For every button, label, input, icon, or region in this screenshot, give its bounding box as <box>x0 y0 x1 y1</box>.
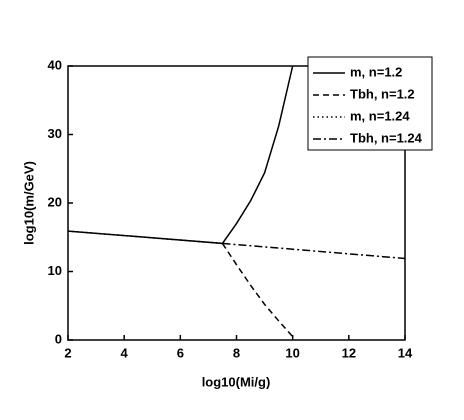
y-tick-label: 0 <box>55 331 62 346</box>
x-tick-label: 6 <box>177 345 184 360</box>
x-tick-label: 10 <box>285 345 299 360</box>
series-line <box>67 65 294 245</box>
x-axis-label: log10(Mi/g) <box>202 374 271 389</box>
y-tick-label: 30 <box>48 126 62 141</box>
legend-label: m, n=1.2 <box>350 64 402 79</box>
series-line <box>221 243 294 338</box>
y-tick-label: 10 <box>48 263 62 278</box>
legend-label: m, n=1.24 <box>350 108 410 123</box>
x-tick-label: 4 <box>121 345 129 360</box>
y-axis-label: log10(m/GeV) <box>21 161 36 245</box>
series-line <box>222 242 406 260</box>
legend-label: Tbh, n=1.2 <box>350 86 415 101</box>
y-tick-label: 20 <box>48 194 62 209</box>
y-tick-label: 40 <box>48 57 62 72</box>
x-tick-label: 2 <box>64 345 71 360</box>
x-tick-label: 14 <box>398 345 413 360</box>
legend-label: Tbh, n=1.24 <box>350 130 423 145</box>
x-tick-label: 8 <box>233 345 240 360</box>
x-tick-label: 12 <box>342 345 356 360</box>
